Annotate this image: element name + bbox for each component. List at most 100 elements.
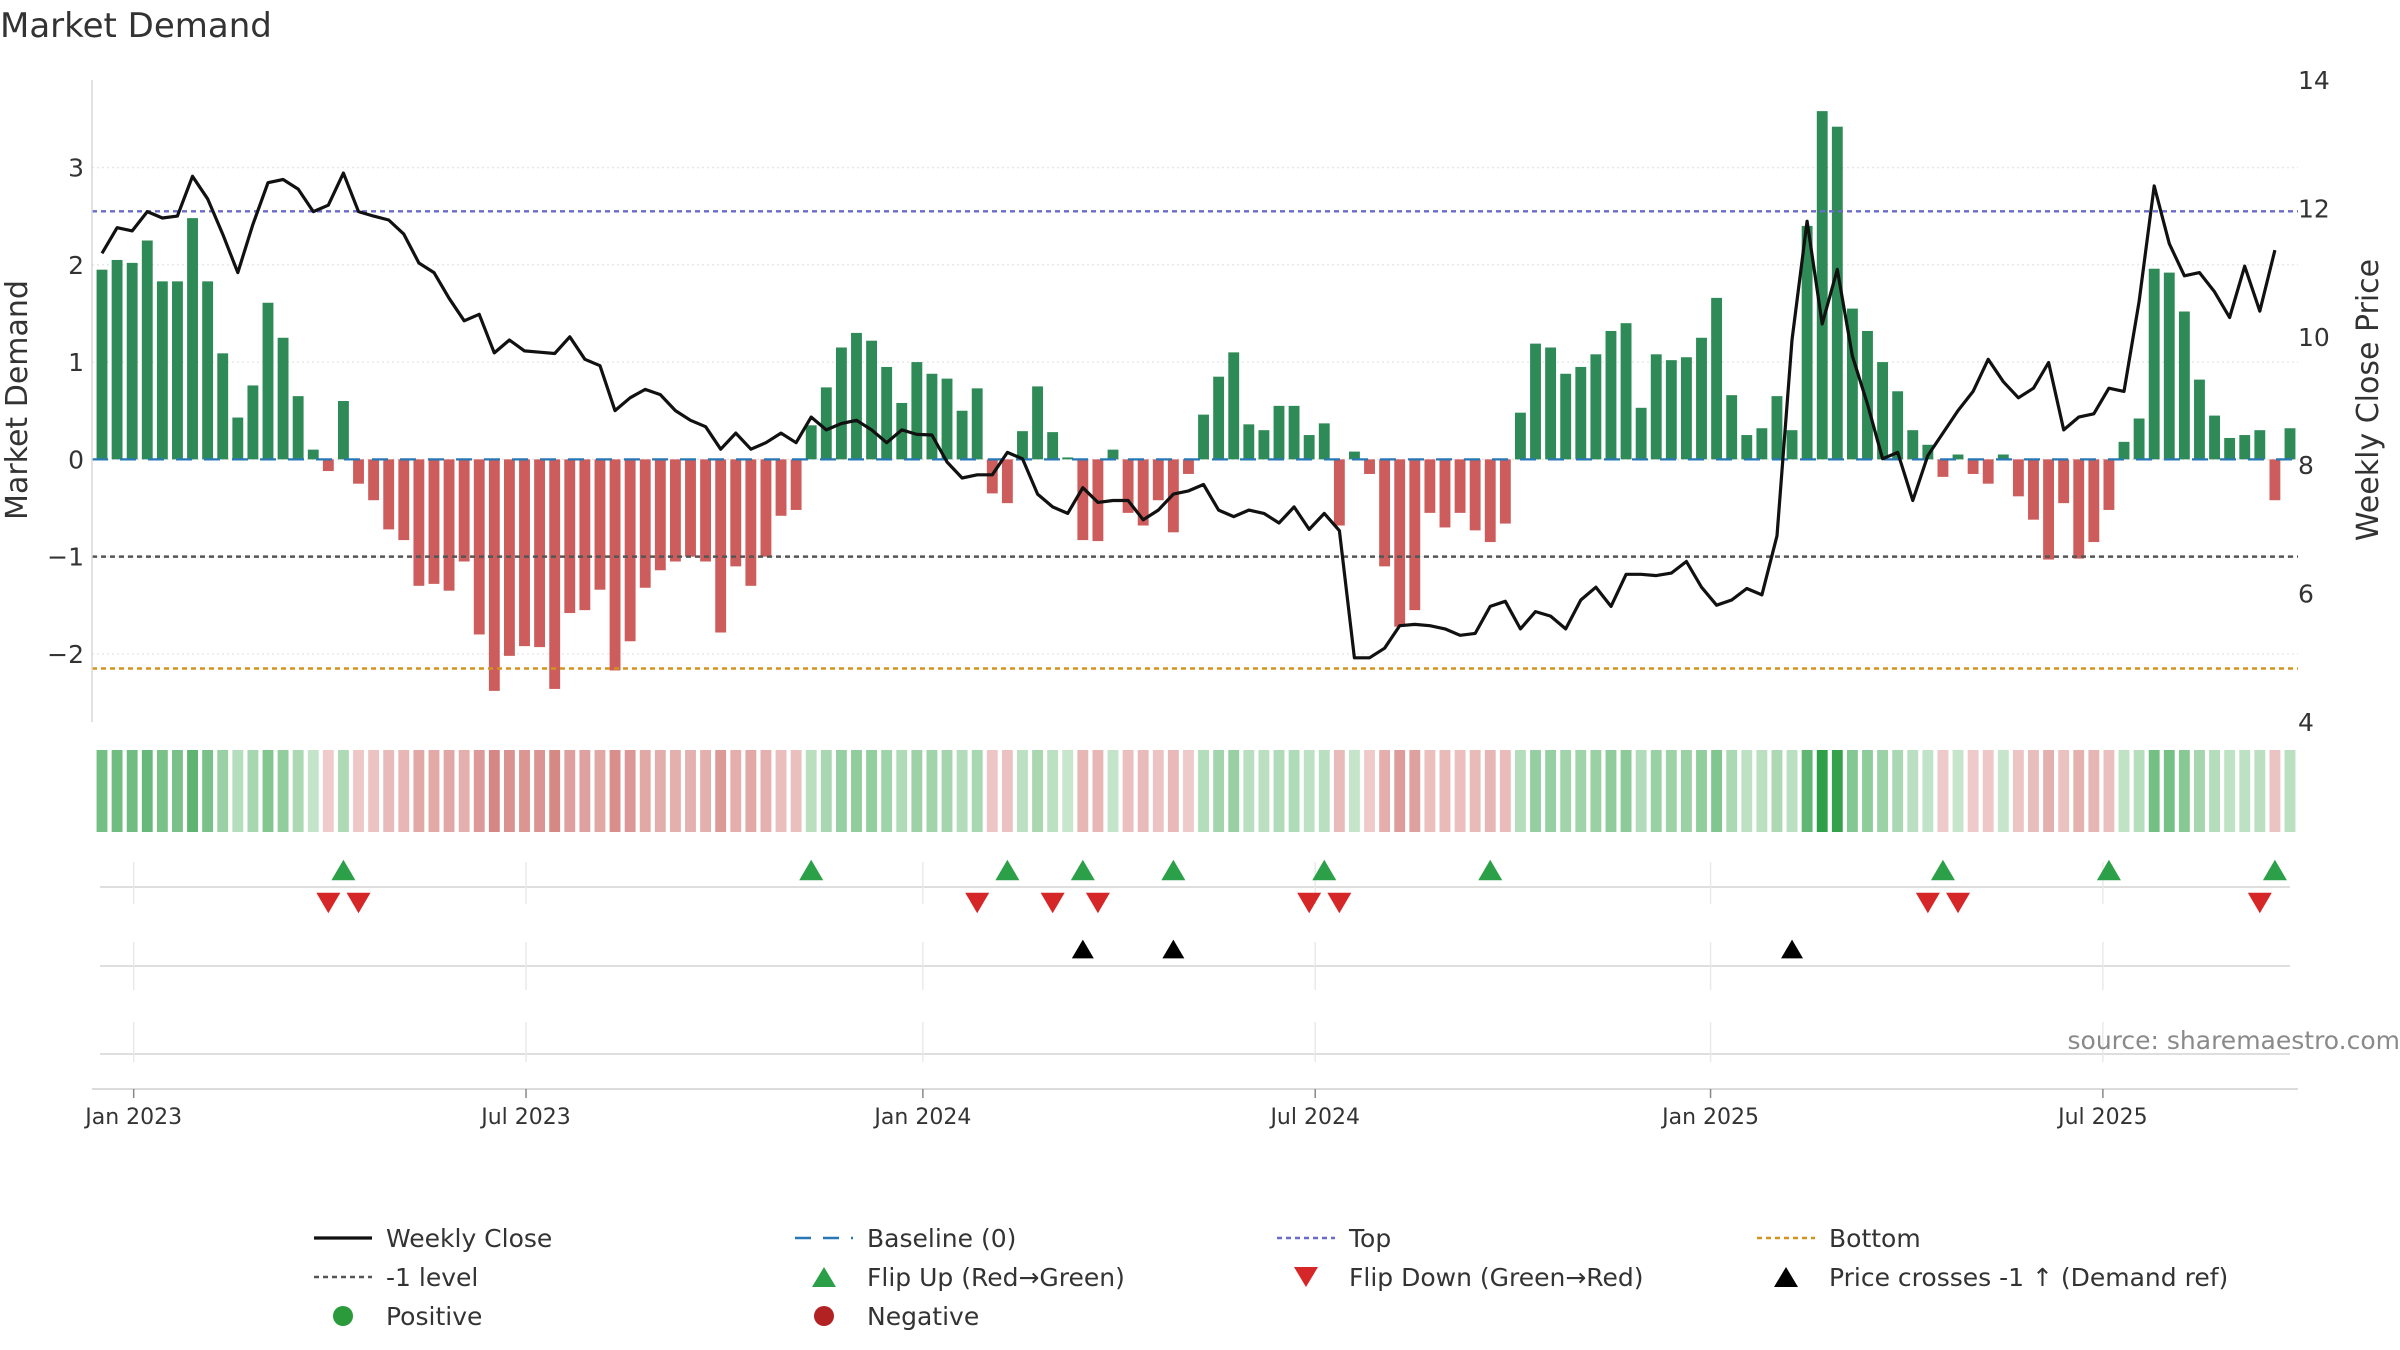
flip-down-marker-1 xyxy=(346,892,371,914)
heat-cell-129 xyxy=(2043,750,2054,832)
heat-cell-61 xyxy=(1017,750,1028,832)
demand-bar-91 xyxy=(1469,459,1481,531)
flip-down-marker-7 xyxy=(1915,892,1940,914)
demand-bar-9 xyxy=(232,417,244,460)
heat-cell-25 xyxy=(473,750,485,832)
heat-cell-137 xyxy=(2163,750,2175,832)
heat-cell-85 xyxy=(1379,750,1391,832)
flip-up-marker-3 xyxy=(1070,859,1095,881)
heat-cell-110 xyxy=(1756,750,1768,832)
demand-bar-102 xyxy=(1635,407,1647,460)
flip-up-marker-4 xyxy=(1161,859,1186,881)
demand-bar-4 xyxy=(156,281,168,460)
demand-bar-140 xyxy=(2209,415,2220,460)
heat-cell-96 xyxy=(1545,750,1557,832)
demand-bar-117 xyxy=(1862,330,1873,460)
heat-cell-62 xyxy=(1032,750,1043,832)
demand-bar-6 xyxy=(187,218,198,460)
demand-bar-74 xyxy=(1213,376,1225,460)
demand-bar-111 xyxy=(1771,396,1783,460)
demand-bar-7 xyxy=(202,281,214,460)
flip-down-marker-4 xyxy=(1085,892,1110,914)
demand-bar-141 xyxy=(2224,437,2236,460)
demand-bar-96 xyxy=(1545,347,1557,460)
y-axis-left-label: Market Demand xyxy=(0,280,35,520)
x-tick-label-3: Jul 2024 xyxy=(1268,1105,1360,1130)
weekly-close-polyline xyxy=(100,171,2277,660)
demand-bar-69 xyxy=(1137,459,1149,526)
heat-cell-16 xyxy=(338,750,349,832)
demand-bar-38 xyxy=(669,459,681,562)
right-tick-label-2: 8 xyxy=(2298,451,2314,480)
heat-cell-98 xyxy=(1575,750,1587,832)
heat-cell-120 xyxy=(1907,750,1919,832)
heat-cell-67 xyxy=(1107,750,1119,832)
demand-bar-12 xyxy=(277,337,289,460)
demand-bar-0 xyxy=(96,269,108,460)
heat-cell-74 xyxy=(1213,750,1225,832)
weekly-close-line xyxy=(100,171,2277,660)
demand-bar-52 xyxy=(881,366,893,460)
demand-bar-39 xyxy=(685,459,696,557)
demand-bar-72 xyxy=(1183,459,1194,474)
demand-heat-strip xyxy=(96,750,2296,832)
left-tick-label-3: 1 xyxy=(68,348,84,377)
right-tick-label-5: 14 xyxy=(2298,66,2330,95)
demand-bar-63 xyxy=(1047,432,1059,460)
heat-cell-75 xyxy=(1228,750,1240,832)
heat-cell-6 xyxy=(187,750,198,832)
demand-bar-17 xyxy=(353,459,364,484)
demand-bar-121 xyxy=(1922,444,1934,460)
legend-positive-label: Positive xyxy=(386,1302,482,1331)
demand-bar-75 xyxy=(1228,352,1240,460)
heat-cell-55 xyxy=(926,750,938,832)
heat-cell-5 xyxy=(172,750,183,832)
heat-cell-82 xyxy=(1333,750,1345,832)
legend-top-label: Top xyxy=(1348,1224,1391,1253)
demand-bar-48 xyxy=(820,387,832,460)
demand-bar-40 xyxy=(700,459,712,562)
flip-down-marker-0 xyxy=(316,892,341,914)
left-tick-label-5: 3 xyxy=(68,154,84,183)
heat-cell-72 xyxy=(1183,750,1194,832)
heat-cell-86 xyxy=(1394,750,1406,832)
heat-cell-112 xyxy=(1786,750,1798,832)
heat-cell-53 xyxy=(896,750,908,832)
demand-bar-64 xyxy=(1062,457,1074,460)
heat-cell-51 xyxy=(866,750,878,832)
heat-cell-100 xyxy=(1605,750,1617,832)
demand-bar-115 xyxy=(1831,126,1843,460)
demand-bar-94 xyxy=(1514,412,1526,460)
heat-cell-125 xyxy=(1982,750,1994,832)
demand-bar-65 xyxy=(1077,459,1089,541)
demand-bar-62 xyxy=(1032,386,1043,460)
demand-bar-90 xyxy=(1454,459,1466,513)
heat-cell-14 xyxy=(307,750,319,832)
demand-bar-31 xyxy=(564,459,576,614)
demand-bar-119 xyxy=(1892,391,1904,460)
heat-cell-69 xyxy=(1137,750,1149,832)
heat-cell-144 xyxy=(2269,750,2281,832)
heat-cell-90 xyxy=(1454,750,1466,832)
heat-cell-31 xyxy=(564,750,576,832)
flip-up-marker-2 xyxy=(995,859,1020,881)
heat-cell-80 xyxy=(1303,750,1315,832)
heat-cell-78 xyxy=(1273,750,1285,832)
legend-flip-down-icon xyxy=(1294,1267,1318,1287)
flip-up-marker-0 xyxy=(331,859,356,881)
heat-cell-103 xyxy=(1650,750,1662,832)
heat-cell-104 xyxy=(1665,750,1677,832)
demand-bar-19 xyxy=(383,459,395,530)
demand-bar-47 xyxy=(805,425,817,460)
demand-bar-128 xyxy=(2028,459,2039,520)
heat-cell-20 xyxy=(398,750,410,832)
demand-bar-127 xyxy=(2012,459,2024,497)
demand-bar-95 xyxy=(1530,343,1541,460)
demand-bar-37 xyxy=(654,459,666,571)
demand-bar-20 xyxy=(398,459,410,541)
flip-up-marker-5 xyxy=(1312,859,1337,881)
demand-bar-33 xyxy=(594,459,606,590)
heat-cell-0 xyxy=(96,750,108,832)
right-tick-label-4: 12 xyxy=(2298,194,2330,223)
heat-cell-65 xyxy=(1077,750,1089,832)
